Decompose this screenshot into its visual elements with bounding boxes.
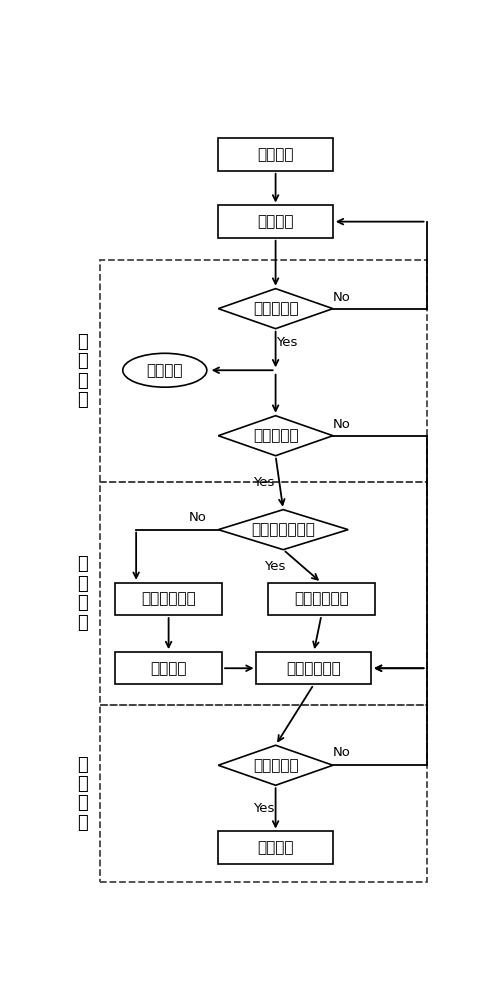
Text: Yes: Yes <box>253 476 274 489</box>
Text: 有无小瓶？: 有无小瓶？ <box>253 428 298 443</box>
Text: No: No <box>188 511 206 524</box>
Text: 小瓶堆列处理: 小瓶堆列处理 <box>141 591 196 606</box>
Ellipse shape <box>123 353 207 387</box>
Polygon shape <box>218 510 348 550</box>
Text: 环境监测正常？: 环境监测正常？ <box>251 522 315 537</box>
Text: Yes: Yes <box>264 560 285 573</box>
Text: 行数修正: 行数修正 <box>150 661 187 676</box>
Text: 小瓶堆列推进: 小瓶堆列推进 <box>294 591 349 606</box>
Text: No: No <box>332 746 350 759</box>
FancyBboxPatch shape <box>115 652 222 684</box>
Polygon shape <box>218 745 333 785</box>
FancyBboxPatch shape <box>256 652 371 684</box>
Text: 发出报警: 发出报警 <box>146 363 183 378</box>
Text: 处理结束？: 处理结束？ <box>253 758 298 773</box>
Text: 执行进料: 执行进料 <box>257 214 294 229</box>
FancyBboxPatch shape <box>218 831 333 864</box>
Text: No: No <box>332 418 350 431</box>
Text: 重新启动: 重新启动 <box>257 840 294 855</box>
Text: 计
数
模
块: 计 数 模 块 <box>77 555 88 632</box>
Text: 步
骤
模
块: 步 骤 模 块 <box>77 756 88 832</box>
Text: 指
令
模
块: 指 令 模 块 <box>77 333 88 409</box>
FancyBboxPatch shape <box>268 583 375 615</box>
Text: Yes: Yes <box>253 802 274 815</box>
Text: Yes: Yes <box>277 336 298 349</box>
Polygon shape <box>218 289 333 329</box>
Text: 联动故障处理: 联动故障处理 <box>286 661 341 676</box>
FancyBboxPatch shape <box>218 205 333 238</box>
FancyBboxPatch shape <box>218 138 333 171</box>
Text: No: No <box>332 291 350 304</box>
Text: 准备就绪: 准备就绪 <box>257 147 294 162</box>
Text: 故障发生？: 故障发生？ <box>253 301 298 316</box>
Polygon shape <box>218 416 333 456</box>
FancyBboxPatch shape <box>115 583 222 615</box>
